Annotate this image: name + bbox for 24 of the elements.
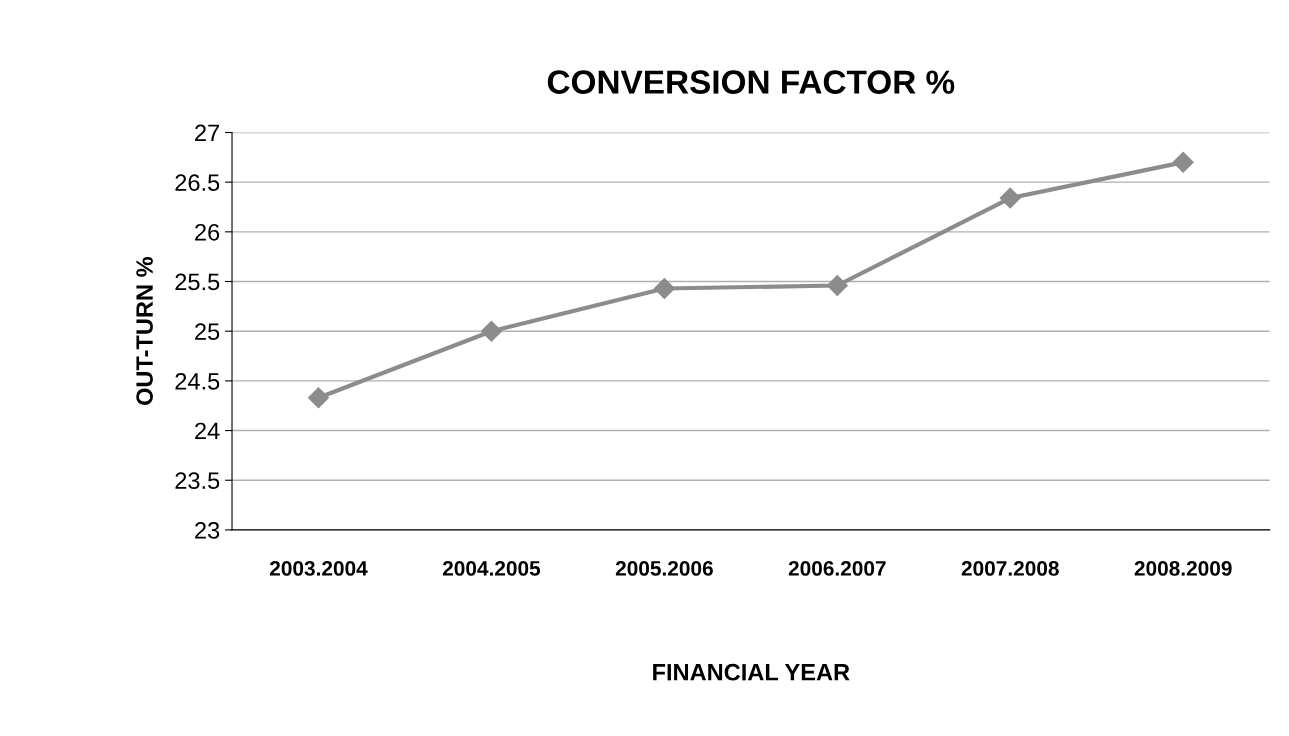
y-tick-label: 24 [195, 422, 220, 440]
x-tick-label: 2003.2004 [269, 561, 368, 576]
point [999, 187, 1021, 209]
x-tick-label: 2004.2005 [442, 561, 541, 576]
x-axis-title: FINANCIAL YEAR [653, 663, 850, 681]
x-tick-label: 2006.2007 [788, 561, 886, 576]
point [826, 274, 848, 297]
point [307, 387, 330, 409]
y-tick-label: 25 [195, 323, 220, 340]
x-tick-label: 2008.2009 [1134, 561, 1232, 576]
x-tick-label: 2007.2008 [961, 561, 1059, 576]
point [480, 320, 502, 342]
y-tick-label: 23 [195, 521, 220, 539]
y-tick-label: 25.5 [175, 273, 220, 291]
y-tick-label: 24.5 [175, 372, 220, 390]
y-tick-label: 27 [195, 124, 220, 142]
y-axis-title: OUT-TURN % [136, 257, 153, 405]
y-tick-label: 26 [195, 223, 220, 241]
x-tick-label: 2005.2006 [615, 561, 713, 576]
y-tick-label: 26.5 [175, 174, 220, 191]
y-tick-label: 23.5 [175, 472, 220, 490]
chart-title: CONVERSION FACTOR % [547, 70, 955, 94]
point [1172, 151, 1194, 173]
point [653, 277, 675, 299]
